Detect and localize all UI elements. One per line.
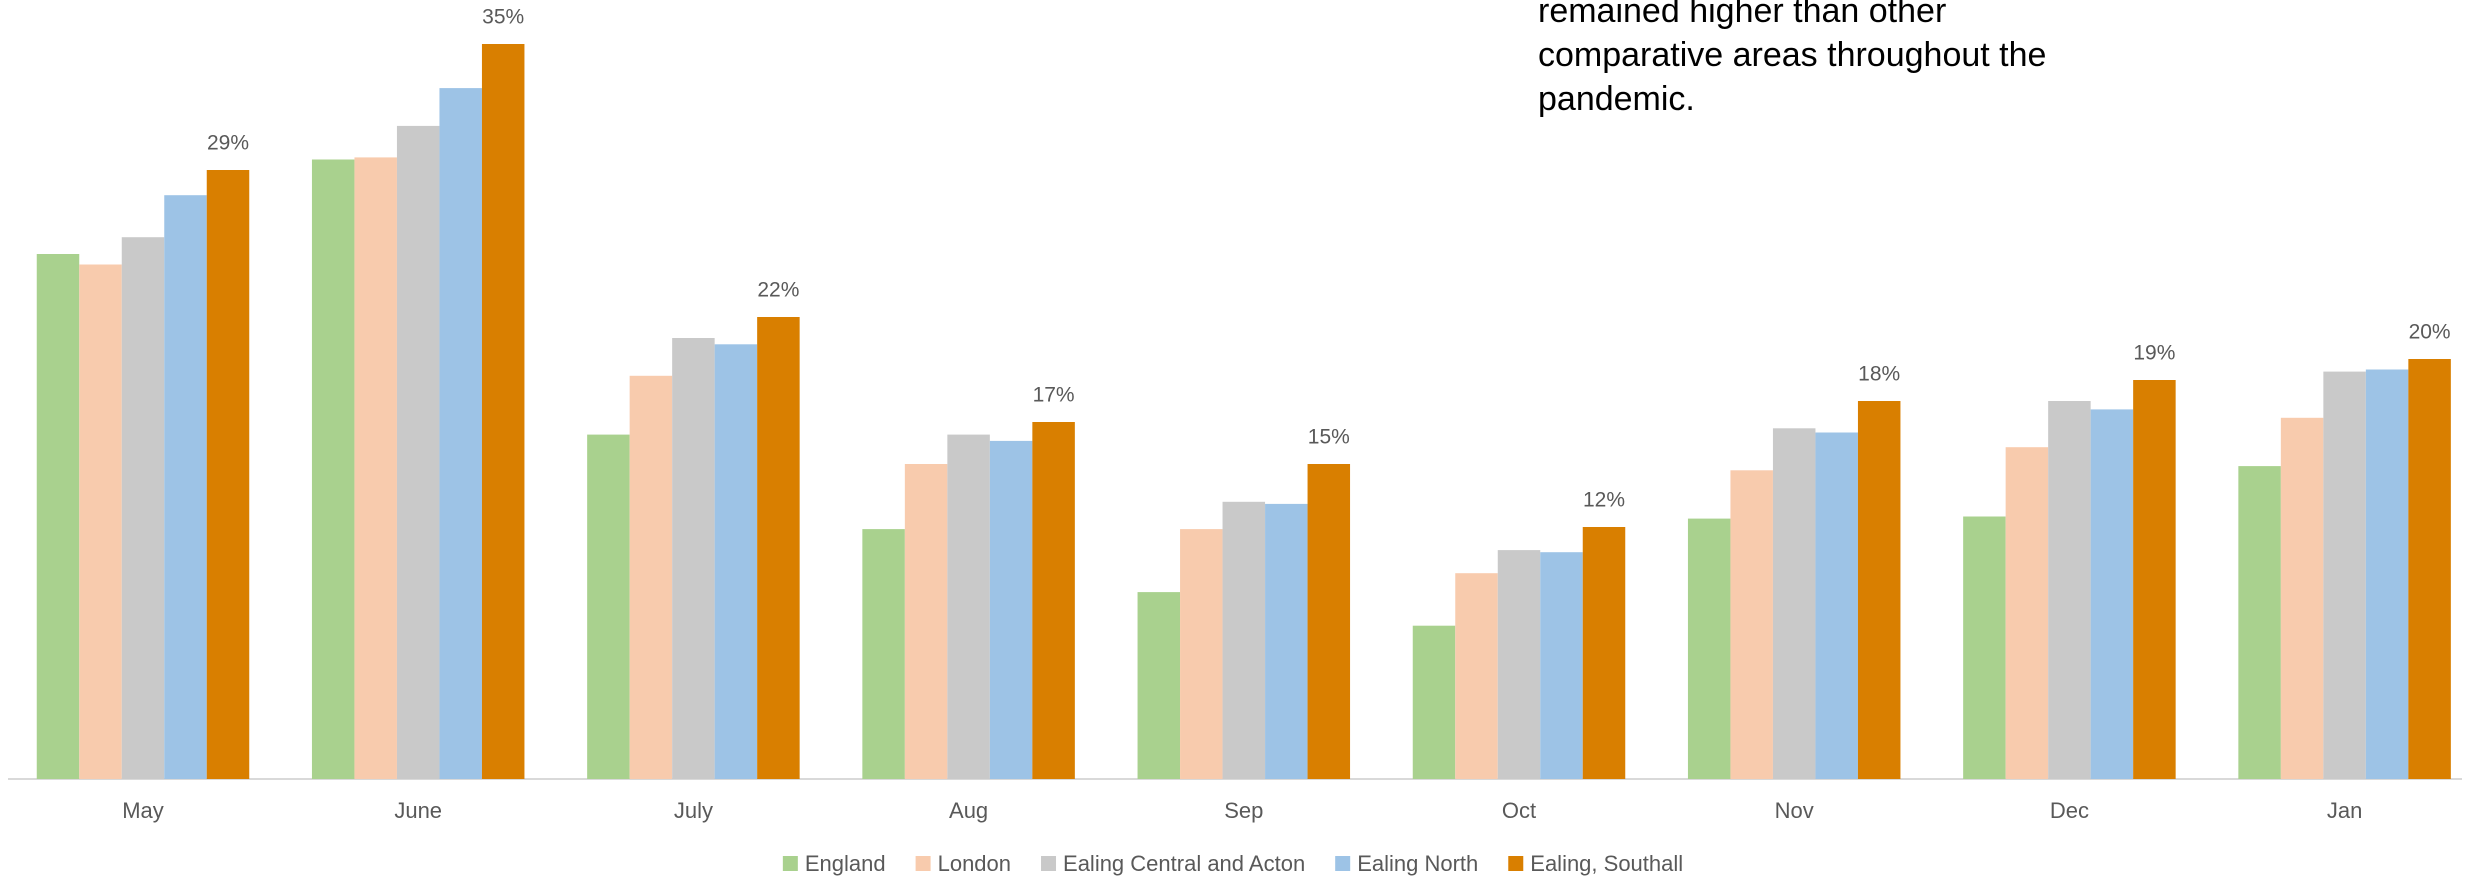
bar bbox=[1222, 501, 1266, 779]
data-label: 17% bbox=[1033, 384, 1075, 407]
bar bbox=[2323, 371, 2366, 779]
bar bbox=[1857, 401, 1901, 779]
bar bbox=[1497, 550, 1541, 779]
bar bbox=[947, 434, 990, 779]
bar bbox=[672, 338, 715, 779]
bar bbox=[1815, 432, 1858, 779]
data-label: 22% bbox=[757, 279, 799, 302]
bar bbox=[862, 529, 905, 779]
bar bbox=[1032, 422, 1075, 779]
bar bbox=[36, 254, 80, 779]
x-tick-label: Sep bbox=[1224, 798, 1263, 823]
legend-swatch bbox=[1335, 856, 1351, 871]
annotation: pandemic. bbox=[1538, 80, 1695, 118]
bar bbox=[2048, 401, 2091, 779]
legend-swatch bbox=[782, 856, 798, 871]
legend-swatch bbox=[915, 856, 931, 871]
x-tick-label: Jan bbox=[2327, 798, 2362, 823]
bar bbox=[439, 88, 482, 780]
bar bbox=[2090, 409, 2134, 779]
x-tick-label: Aug bbox=[949, 798, 988, 823]
data-label: 20% bbox=[2409, 321, 2451, 344]
x-tick-label: July bbox=[674, 798, 713, 823]
data-label: 18% bbox=[1858, 363, 1900, 386]
bar bbox=[121, 237, 165, 779]
bar bbox=[757, 317, 800, 779]
legend-label: Ealing, Southall bbox=[1530, 851, 1683, 876]
data-label: 35% bbox=[482, 6, 524, 29]
bar bbox=[2280, 417, 2324, 779]
legend-swatch bbox=[1508, 856, 1524, 871]
bar bbox=[1137, 592, 1181, 779]
bar bbox=[2238, 466, 2281, 779]
data-label: 19% bbox=[2133, 342, 2175, 365]
bar bbox=[1180, 529, 1223, 779]
legend-label: Ealing North bbox=[1357, 851, 1478, 876]
bar bbox=[2408, 359, 2451, 779]
bar bbox=[1730, 470, 1773, 779]
data-label: 29% bbox=[207, 132, 249, 155]
x-tick-label: Oct bbox=[1502, 798, 1536, 823]
bar bbox=[354, 157, 397, 779]
annotation: remained higher than other bbox=[1538, 0, 1946, 30]
bar bbox=[164, 195, 207, 779]
bar bbox=[2005, 447, 2049, 779]
bar bbox=[206, 170, 250, 779]
x-tick-label: Dec bbox=[2050, 798, 2089, 823]
bar bbox=[714, 344, 758, 779]
legend-swatch bbox=[1041, 856, 1057, 871]
bar bbox=[1963, 516, 2006, 779]
x-tick-label: May bbox=[122, 798, 164, 823]
bar bbox=[629, 375, 673, 779]
legend-label: London bbox=[938, 851, 1011, 876]
bar bbox=[1772, 428, 1816, 779]
bar bbox=[1307, 464, 1351, 779]
bar bbox=[79, 264, 122, 779]
bar bbox=[2365, 369, 2409, 779]
data-label: 15% bbox=[1308, 426, 1350, 449]
x-tick-label: June bbox=[394, 798, 442, 823]
bar bbox=[1582, 527, 1626, 779]
legend-label: Ealing Central and Acton bbox=[1063, 851, 1305, 876]
bar bbox=[481, 44, 525, 779]
bar bbox=[1687, 518, 1731, 779]
bar bbox=[1455, 573, 1498, 779]
bar bbox=[396, 125, 440, 779]
annotation: comparative areas throughout the bbox=[1538, 36, 2046, 74]
x-tick-label: Nov bbox=[1775, 798, 1814, 823]
bar bbox=[1540, 552, 1583, 779]
bar bbox=[989, 440, 1033, 779]
bar bbox=[1265, 503, 1308, 779]
bar bbox=[1412, 625, 1456, 779]
bar bbox=[904, 464, 948, 779]
bar bbox=[311, 159, 355, 779]
data-label: 12% bbox=[1583, 489, 1625, 512]
legend-label: England bbox=[805, 851, 886, 876]
bar bbox=[587, 434, 630, 779]
bar bbox=[2133, 380, 2176, 779]
